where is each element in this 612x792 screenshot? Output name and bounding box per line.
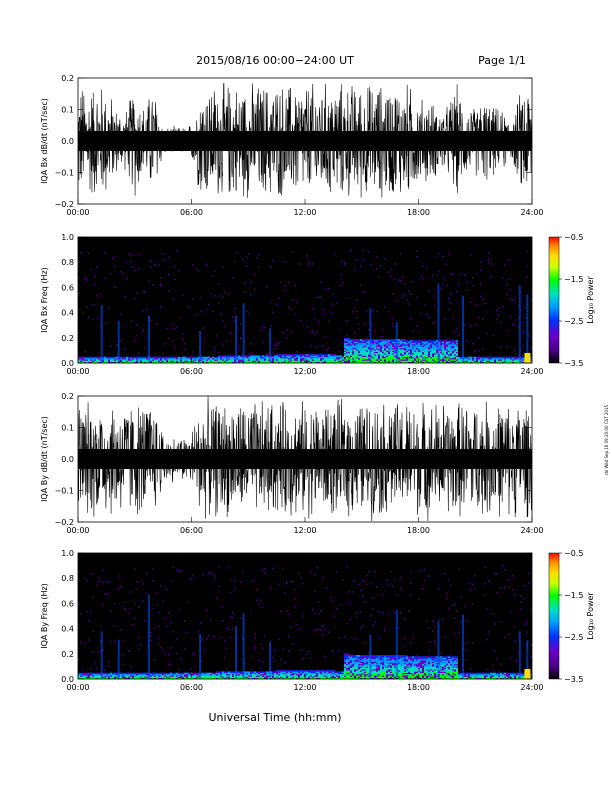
y-tick-label: 0.8 bbox=[61, 258, 74, 267]
y-axis-label: IQA Bx Freq (Hz) bbox=[40, 267, 49, 333]
spectral-spike bbox=[437, 283, 440, 363]
y-tick-label: 0.2 bbox=[61, 392, 74, 401]
page-title: 2015/08/16 00:00−24:00 UT bbox=[196, 54, 354, 67]
y-tick-label: 0.4 bbox=[61, 309, 74, 318]
waveform-core bbox=[78, 131, 532, 151]
y-tick-label: 0.0 bbox=[61, 675, 74, 684]
x-tick-label: 18:00 bbox=[407, 526, 430, 535]
x-tick-label: 18:00 bbox=[407, 367, 430, 376]
spectral-hotspot bbox=[524, 352, 531, 363]
x-tick-label: 06:00 bbox=[180, 367, 203, 376]
x-axis-title: Universal Time (hh:mm) bbox=[209, 711, 342, 724]
colorbar-tick-label: −2.5 bbox=[564, 633, 583, 642]
x-tick-label: 12:00 bbox=[293, 367, 316, 376]
x-tick-label: 12:00 bbox=[293, 208, 316, 217]
colorbar-tick-label: −0.5 bbox=[564, 549, 583, 558]
y-tick-label: 0.1 bbox=[61, 424, 74, 433]
x-tick-label: 24:00 bbox=[520, 367, 543, 376]
x-tick-label: 00:00 bbox=[66, 683, 89, 692]
x-tick-label: 24:00 bbox=[520, 208, 543, 217]
spectral-spike bbox=[147, 315, 150, 363]
spectral-spike bbox=[518, 631, 521, 679]
x-tick-label: 00:00 bbox=[66, 208, 89, 217]
y-tick-label: 0.1 bbox=[61, 106, 74, 115]
x-tick-label: 18:00 bbox=[407, 683, 430, 692]
colorbar-tick-label: −1.5 bbox=[564, 275, 583, 284]
colorbar-tick-label: −1.5 bbox=[564, 591, 583, 600]
y-axis-label: IQA By Freq (Hz) bbox=[40, 583, 49, 649]
y-tick-label: 0.6 bbox=[61, 283, 74, 292]
spectral-spike bbox=[526, 294, 529, 363]
spectral-spike bbox=[235, 315, 238, 363]
spectral-spike bbox=[269, 328, 272, 363]
x-tick-label: 06:00 bbox=[180, 208, 203, 217]
colorbar-label: Log₁₀ Power bbox=[586, 592, 595, 640]
spectral-spike bbox=[462, 295, 465, 363]
waveform-trace bbox=[78, 82, 532, 198]
colorbar bbox=[548, 236, 560, 364]
y-tick-label: −0.1 bbox=[55, 487, 74, 496]
x-tick-label: 00:00 bbox=[66, 367, 89, 376]
y-tick-label: −0.2 bbox=[55, 200, 74, 209]
spectrogram-panel: −0.5 −1.5 −2.5 −3.5 Log₁₀ Power 1.0 0.8 0.6 0.4 0… bbox=[40, 233, 595, 376]
y-tick-label: 1.0 bbox=[61, 233, 74, 242]
spectral-spike bbox=[117, 639, 120, 679]
side-note: rbl Wed Sep 16 09:20:00 CST 2015 bbox=[604, 404, 609, 475]
spectral-spike bbox=[526, 640, 529, 679]
y-tick-label: 0.8 bbox=[61, 574, 74, 583]
colorbar-tick-label: −3.5 bbox=[564, 675, 583, 684]
y-tick-label: 0.2 bbox=[61, 334, 74, 343]
colorbar-label: Log₁₀ Power bbox=[586, 276, 595, 324]
spectral-spike bbox=[235, 626, 238, 679]
x-tick-label: 06:00 bbox=[180, 526, 203, 535]
y-tick-label: −0.1 bbox=[55, 169, 74, 178]
spectral-spike bbox=[462, 614, 465, 679]
spectral-spike bbox=[242, 613, 245, 679]
x-tick-label: 24:00 bbox=[520, 683, 543, 692]
y-tick-label: 0.4 bbox=[61, 625, 74, 634]
spectral-spike bbox=[369, 308, 372, 363]
waveform-panel: 0.2 0.1 0.0 −0.1 −0.200:00 06:00 12:00 18:00 24:… bbox=[40, 392, 544, 535]
y-tick-label: 0.2 bbox=[61, 74, 74, 83]
colorbar-tick-label: −3.5 bbox=[564, 359, 583, 368]
spectral-spike bbox=[199, 330, 202, 363]
y-tick-label: 0.0 bbox=[61, 359, 74, 368]
x-tick-label: 24:00 bbox=[520, 526, 543, 535]
spectral-hotspot bbox=[524, 668, 531, 679]
waveform-core bbox=[78, 449, 532, 469]
colorbar-tick-label: −0.5 bbox=[564, 233, 583, 242]
x-tick-label: 12:00 bbox=[293, 526, 316, 535]
y-tick-label: 0.2 bbox=[61, 650, 74, 659]
spectral-spike bbox=[395, 609, 398, 679]
y-axis-label: IQA Bx dB/dt (nT/sec) bbox=[40, 98, 49, 184]
x-tick-label: 00:00 bbox=[66, 526, 89, 535]
spectral-spike bbox=[437, 621, 440, 679]
colorbar-tick-label: −2.5 bbox=[564, 317, 583, 326]
page-number: Page 1/1 bbox=[478, 54, 526, 67]
spectral-spike bbox=[369, 634, 372, 679]
spectral-spike bbox=[100, 305, 103, 363]
spectral-spike bbox=[269, 641, 272, 679]
x-tick-label: 06:00 bbox=[180, 683, 203, 692]
y-axis-label: IQA By dB/dt (nT/sec) bbox=[40, 416, 49, 502]
x-tick-label: 18:00 bbox=[407, 208, 430, 217]
y-tick-label: 0.0 bbox=[61, 455, 74, 464]
spectrogram-panel: −0.5 −1.5 −2.5 −3.5 Log₁₀ Power 1.0 0.8 0.6 0.4 0… bbox=[40, 549, 595, 692]
waveform-panel: 0.2 0.1 0.0 −0.1 −0.200:00 06:00 12:00 18:00 24:… bbox=[40, 74, 544, 217]
colorbar bbox=[548, 552, 560, 680]
spectral-spike bbox=[242, 303, 245, 363]
spectral-spike bbox=[199, 634, 202, 679]
spectral-spike bbox=[147, 594, 150, 679]
y-tick-label: 0.6 bbox=[61, 599, 74, 608]
x-tick-label: 12:00 bbox=[293, 683, 316, 692]
spectrogram-cells bbox=[78, 565, 532, 680]
spectral-spike bbox=[518, 285, 521, 363]
spectral-spike bbox=[117, 321, 120, 363]
spectral-spike bbox=[100, 631, 103, 679]
y-tick-label: 1.0 bbox=[61, 549, 74, 558]
y-tick-label: 0.0 bbox=[61, 137, 74, 146]
y-tick-label: −0.2 bbox=[55, 518, 74, 527]
spectral-spike bbox=[395, 322, 398, 363]
